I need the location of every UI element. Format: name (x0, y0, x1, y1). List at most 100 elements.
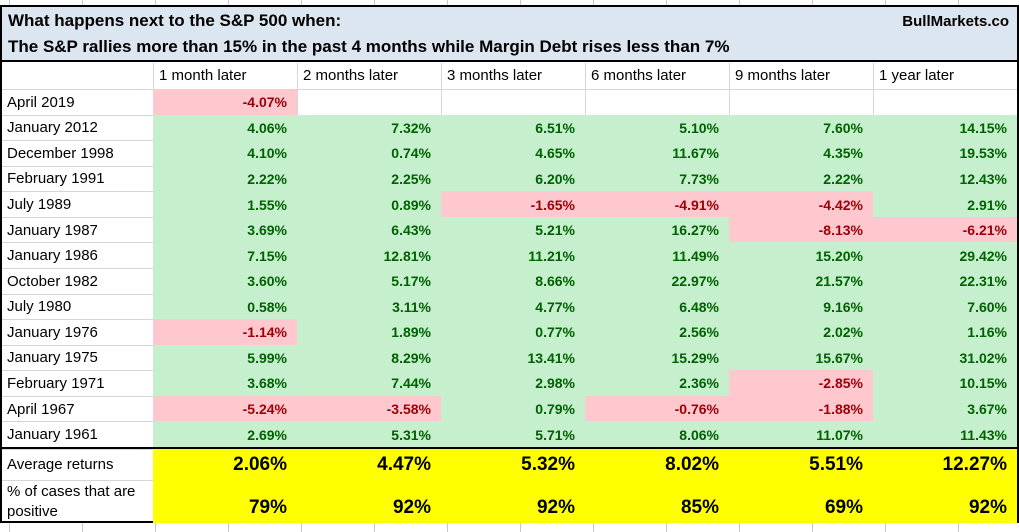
return-cell: 8.06% (585, 421, 729, 447)
column-header-9-months: 9 months later (729, 62, 873, 89)
return-cell: 6.48% (585, 293, 729, 320)
return-cell: 2.36% (585, 370, 729, 396)
return-cell: 0.79% (441, 395, 585, 422)
average-return-cell: 12.27% (873, 448, 1017, 480)
return-cell (297, 89, 441, 115)
row-label: January 2012 (2, 114, 153, 141)
return-cell: -0.76% (585, 395, 729, 422)
return-cell: 1.89% (297, 319, 441, 345)
return-cell: -8.13% (729, 216, 873, 243)
return-cell: 19.53% (873, 140, 1017, 166)
return-cell: 1.55% (153, 191, 297, 217)
row-label: January 1986 (2, 242, 153, 268)
return-cell: -4.07% (153, 89, 297, 115)
return-cell: 6.20% (441, 165, 585, 192)
title-box: What happens next to the S&P 500 when: B… (0, 5, 1019, 62)
return-cell: 7.32% (297, 114, 441, 141)
percent-positive-cell: 79% (153, 479, 297, 523)
table-row: January 1986 7.15% 12.81% 11.21% 11.49% … (2, 242, 1017, 268)
return-cell: 4.35% (729, 140, 873, 166)
table-row: April 2019 -4.07% (2, 89, 1017, 115)
return-cell (729, 89, 873, 115)
row-label: April 2019 (2, 89, 153, 115)
return-cell: 2.25% (297, 165, 441, 192)
return-cell: 3.68% (153, 370, 297, 396)
percent-positive-cell: 92% (873, 479, 1017, 523)
column-header-3-months: 3 months later (441, 62, 585, 89)
return-cell: -6.21% (873, 216, 1017, 243)
row-label: October 1982 (2, 267, 153, 294)
return-cell: 2.56% (585, 319, 729, 345)
table-row: April 1967 -5.24% -3.58% 0.79% -0.76% -1… (2, 395, 1017, 422)
return-cell: 11.67% (585, 140, 729, 166)
return-cell: 3.11% (297, 293, 441, 320)
return-cell: -4.42% (729, 191, 873, 217)
table-row: December 1998 4.10% 0.74% 4.65% 11.67% 4… (2, 140, 1017, 166)
average-return-cell: 8.02% (585, 448, 729, 480)
return-cell: 7.15% (153, 242, 297, 268)
percent-positive-label: % of cases that are positive (2, 479, 153, 523)
row-label: April 1967 (2, 395, 153, 422)
return-cell: 22.31% (873, 267, 1017, 294)
return-cell: 12.81% (297, 242, 441, 268)
return-cell: 4.65% (441, 140, 585, 166)
table-row: January 1961 2.69% 5.31% 5.71% 8.06% 11.… (2, 421, 1017, 447)
return-cell: 15.29% (585, 344, 729, 371)
return-cell: 6.43% (297, 216, 441, 243)
return-cell: 10.15% (873, 370, 1017, 396)
return-cell: 11.43% (873, 421, 1017, 447)
percent-positive-cell: 92% (297, 479, 441, 523)
corner-cell (2, 62, 153, 89)
table-row: July 1980 0.58% 3.11% 4.77% 6.48% 9.16% … (2, 293, 1017, 320)
gridline-strip-bottom (0, 523, 1019, 532)
return-cell: -1.14% (153, 319, 297, 345)
table-row: January 1976 -1.14% 1.89% 0.77% 2.56% 2.… (2, 319, 1017, 345)
return-cell: -5.24% (153, 395, 297, 422)
return-cell: 3.69% (153, 216, 297, 243)
table-row: February 1971 3.68% 7.44% 2.98% 2.36% -2… (2, 370, 1017, 396)
return-cell: 0.77% (441, 319, 585, 345)
percent-positive-cell: 69% (729, 479, 873, 523)
return-cell: 2.91% (873, 191, 1017, 217)
return-cell: 5.21% (441, 216, 585, 243)
return-cell: -1.88% (729, 395, 873, 422)
returns-table: 1 month later 2 months later 3 months la… (0, 62, 1019, 523)
return-cell: 11.21% (441, 242, 585, 268)
table-row: January 1975 5.99% 8.29% 13.41% 15.29% 1… (2, 344, 1017, 371)
return-cell: 13.41% (441, 344, 585, 371)
table-row: January 2012 4.06% 7.32% 6.51% 5.10% 7.6… (2, 114, 1017, 141)
row-label: January 1961 (2, 421, 153, 447)
return-cell: 2.02% (729, 319, 873, 345)
return-cell: 9.16% (729, 293, 873, 320)
row-label: January 1976 (2, 319, 153, 345)
title-line-1: What happens next to the S&P 500 when: (8, 11, 342, 30)
return-cell: 5.31% (297, 421, 441, 447)
return-cell: 7.60% (873, 293, 1017, 320)
return-cell: 2.22% (729, 165, 873, 192)
return-cell: 4.10% (153, 140, 297, 166)
average-return-cell: 5.51% (729, 448, 873, 480)
percent-positive-cell: 92% (441, 479, 585, 523)
return-cell: 5.17% (297, 267, 441, 294)
return-cell: 11.07% (729, 421, 873, 447)
column-header-1-year: 1 year later (873, 62, 1017, 89)
return-cell: 8.66% (441, 267, 585, 294)
percent-positive-row: % of cases that are positive 79% 92% 92%… (2, 479, 1017, 523)
brand-name: BullMarkets.co (902, 12, 1009, 30)
average-return-cell: 2.06% (153, 448, 297, 480)
return-cell: 0.74% (297, 140, 441, 166)
table-row: July 1989 1.55% 0.89% -1.65% -4.91% -4.4… (2, 191, 1017, 217)
return-cell: 2.69% (153, 421, 297, 447)
return-cell: 12.43% (873, 165, 1017, 192)
return-cell: 22.97% (585, 267, 729, 294)
return-cell: 4.77% (441, 293, 585, 320)
return-cell: 8.29% (297, 344, 441, 371)
return-cell: 5.99% (153, 344, 297, 371)
return-cell: 16.27% (585, 216, 729, 243)
return-cell: 7.60% (729, 114, 873, 141)
return-cell: 5.71% (441, 421, 585, 447)
column-header-6-months: 6 months later (585, 62, 729, 89)
return-cell: 3.60% (153, 267, 297, 294)
return-cell: 6.51% (441, 114, 585, 141)
